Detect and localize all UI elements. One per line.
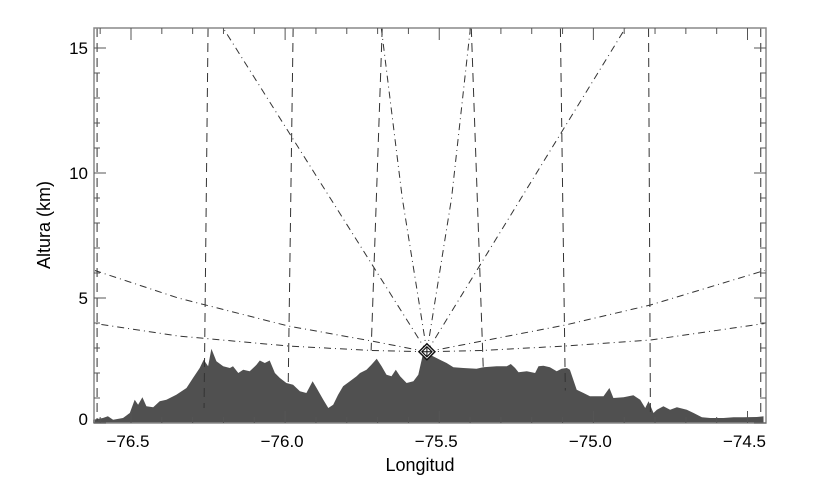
beam-line [222,27,428,353]
beam-line [426,270,765,353]
range-line [559,27,566,391]
beam-line [426,27,626,353]
terrain-profile [93,348,764,423]
x-tick-labels: −76.5 −76.0 −75.5 −75.0 −74.5 [106,432,766,451]
plot-frame [93,27,767,424]
x-tick-label: −76.5 [106,432,149,451]
terrain-layer [93,348,764,423]
x-axis-label: Longitud [385,455,454,475]
range-line [648,27,651,414]
range-line [287,27,294,386]
axis-ticks [94,28,766,424]
y-tick-label: 10 [69,164,88,183]
x-tick-label: −76.0 [261,432,304,451]
radar-marker [417,342,436,361]
y-tick-labels: 0 5 10 15 [69,39,88,429]
beam-line [426,323,765,353]
beam-line [94,270,428,353]
x-tick-label: −74.5 [723,432,766,451]
y-tick-label: 5 [79,289,88,308]
range-line [203,27,209,409]
y-axis-label: Altura (km) [34,181,54,269]
beam-line [94,323,427,353]
range-line [470,27,484,371]
x-tick-label: −75.5 [415,432,458,451]
beam-line [380,27,428,352]
range-line [370,27,383,351]
y-tick-label: 15 [69,39,88,58]
x-tick-label: −75.0 [569,432,612,451]
y-tick-label: 0 [79,410,88,429]
beam-line [426,27,471,352]
